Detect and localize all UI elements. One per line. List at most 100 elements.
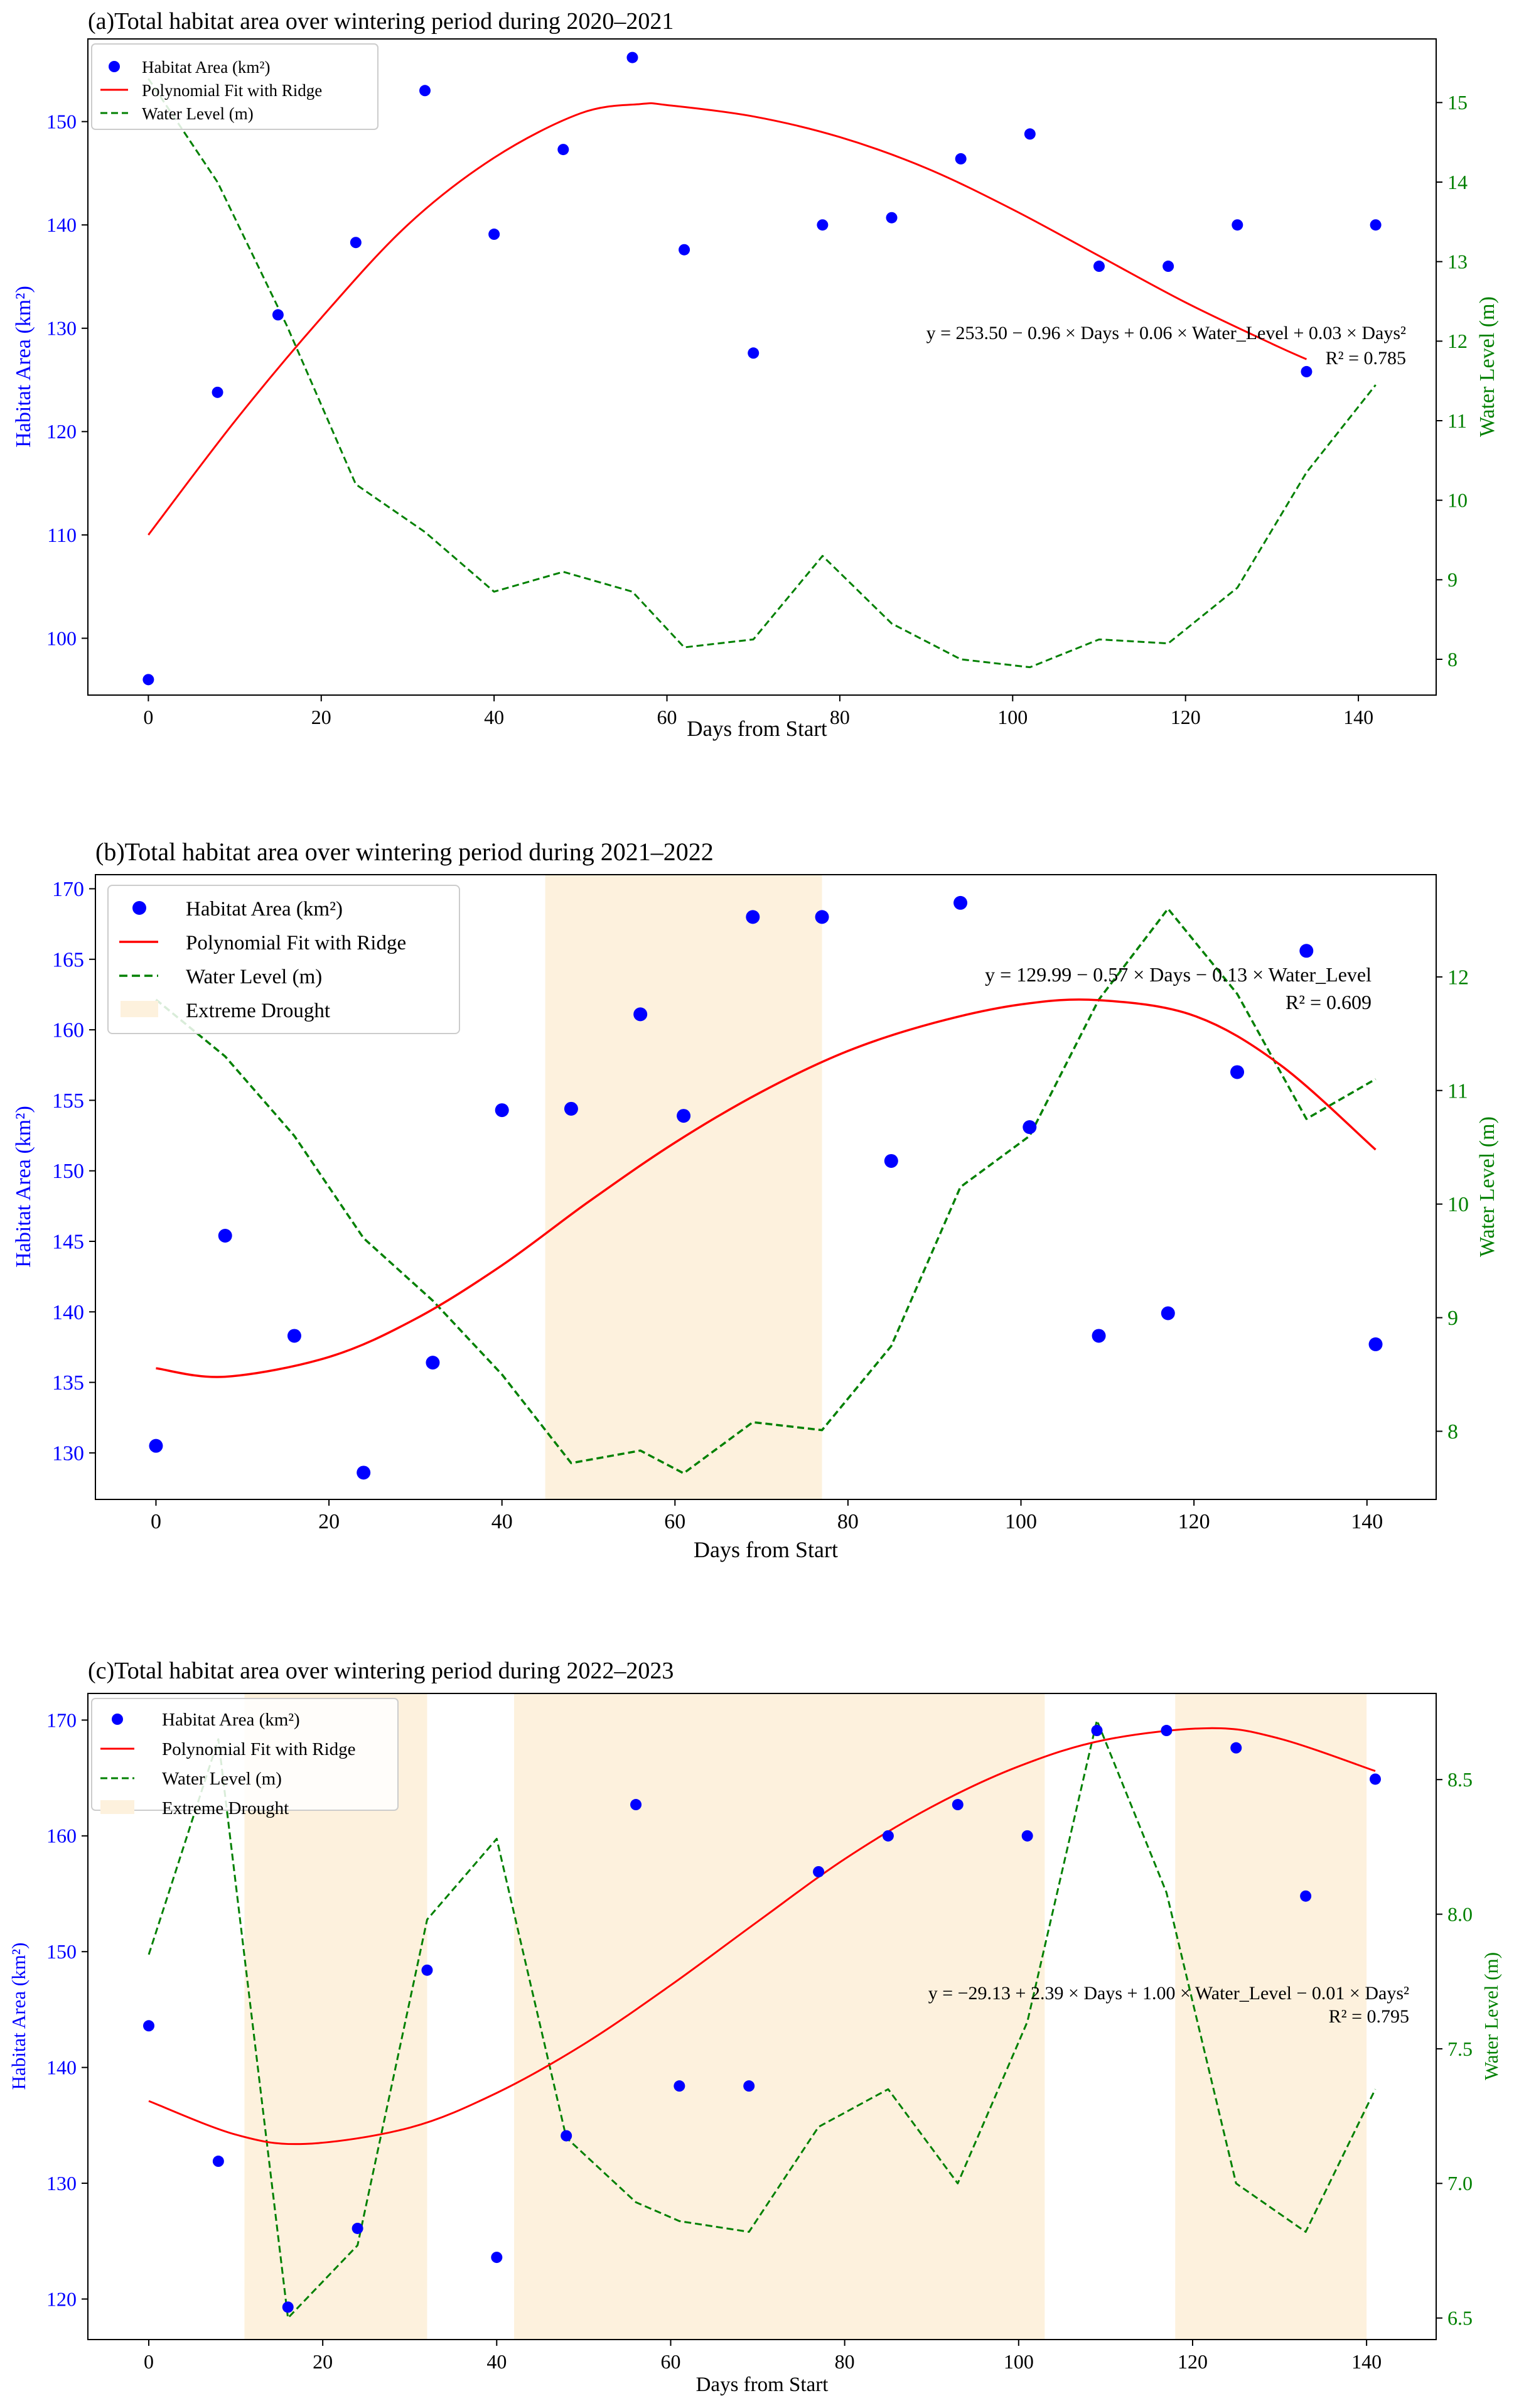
panel-b-habitat-point xyxy=(149,1439,163,1453)
panel-a-habitat-point xyxy=(626,51,638,63)
panel-b-habitat-point xyxy=(495,1103,509,1118)
panel-c-y-tick-label: 130 xyxy=(46,2172,77,2195)
panel-b-habitat-point xyxy=(677,1109,691,1123)
panel-b-habitat-point xyxy=(633,1007,648,1022)
panel-b-habitat-point xyxy=(357,1466,371,1480)
panel-c-habitat-point xyxy=(630,1799,642,1811)
panel-a-x-axis-label: Days from Start xyxy=(687,716,827,741)
panel-b-legend-drought-label: Extreme Drought xyxy=(186,1000,330,1022)
panel-c-habitat-point xyxy=(1161,1725,1173,1737)
panel-c-legend-fit-label: Polynomial Fit with Ridge xyxy=(162,1739,356,1759)
panel-b-y-tick-label: 130 xyxy=(52,1442,84,1465)
panel-c-legend-scatter-swatch xyxy=(112,1714,123,1725)
panel-c-y-tick-label: 120 xyxy=(46,2287,77,2310)
panel-a-r2: R² = 0.785 xyxy=(1326,348,1406,369)
panel-c-habitat-point xyxy=(743,2080,755,2092)
panel-b-x-tick-label: 80 xyxy=(837,1510,859,1533)
panel-b-drought-band-1 xyxy=(545,875,822,1499)
panel-c-y2-axis-label: Water Level (m) xyxy=(1480,1952,1502,2080)
panel-b-y2-axis-label: Water Level (m) xyxy=(1476,1116,1499,1257)
panel-a-habitat-point xyxy=(419,85,431,97)
panel-b-y-tick-label: 140 xyxy=(52,1301,84,1324)
panel-b-habitat-point xyxy=(1092,1329,1106,1343)
panel-c-x-tick-label: 80 xyxy=(835,2350,855,2373)
panel-b-habitat-point xyxy=(1368,1337,1383,1351)
panel-a-x-tick-label: 120 xyxy=(1171,706,1201,728)
panel-c-r2: R² = 0.795 xyxy=(1329,2006,1409,2027)
panel-b-x-tick-label: 0 xyxy=(151,1510,161,1533)
panel-b-habitat-point xyxy=(218,1228,232,1243)
panel-b-drought-layer xyxy=(545,875,822,1499)
panel-a-y-axis-label: Habitat Area (km²) xyxy=(12,286,35,448)
panel-b-title: (b)Total habitat area over wintering per… xyxy=(95,838,714,866)
panel-b-legend-scatter-label: Habitat Area (km²) xyxy=(186,898,343,921)
panel-c-y2-tick-label: 7.0 xyxy=(1447,2172,1473,2195)
panel-b-legend: Habitat Area (km²) Polynomial Fit with R… xyxy=(107,885,460,1034)
panel-c-equation: y = −29.13 + 2.39 × Days + 1.00 × Water_… xyxy=(928,1983,1409,2004)
panel-b-habitat-point xyxy=(884,1153,898,1168)
panel-c-y2-tick-label: 6.5 xyxy=(1447,2307,1473,2330)
panel-a-habitat-point xyxy=(557,144,569,156)
panel-a-legend-box xyxy=(91,43,378,130)
panel-c-y-tick-label: 140 xyxy=(46,2056,77,2079)
panel-b-y2-tick-label: 8 xyxy=(1447,1420,1458,1444)
panel-c-habitat-point xyxy=(212,2156,224,2168)
panel-c-y2-tick-label: 7.5 xyxy=(1447,2038,1473,2060)
panel-b-habitat-point xyxy=(1023,1120,1037,1135)
panel-a-habitat-point xyxy=(272,309,284,321)
panel-b-y2-tick-label: 12 xyxy=(1447,966,1469,989)
panel-b-habitat-point xyxy=(1161,1306,1175,1320)
panel-c-y-axis-label: Habitat Area (km²) xyxy=(8,1943,30,2090)
panel-b-frame xyxy=(95,874,1437,1500)
panel-c-y-tick-label: 170 xyxy=(46,1709,77,1731)
panel-a-y2-tick-label: 8 xyxy=(1447,648,1458,671)
panel-b-x-tick-label: 60 xyxy=(664,1510,685,1533)
panel-a-y2-tick-label: 13 xyxy=(1447,251,1468,273)
panel-a-water-level-line xyxy=(148,78,1377,669)
panel-a-y-tick-label: 150 xyxy=(46,111,77,133)
panel-a-y2-tick-label: 10 xyxy=(1447,489,1468,512)
panel-c-water-level-line xyxy=(148,1719,1377,2319)
panel-a-legend: Habitat Area (km²) Polynomial Fit with R… xyxy=(91,43,378,130)
panel-b-y2-tick-label: 9 xyxy=(1447,1307,1458,1330)
panel-a-y2-tick-label: 14 xyxy=(1447,171,1468,193)
panel-c-habitat-point xyxy=(1091,1725,1103,1737)
panel-c-x-tick-label: 140 xyxy=(1351,2350,1382,2373)
panel-c-habitat-point xyxy=(1230,1742,1242,1754)
panel-a-y-tick-label: 140 xyxy=(46,213,77,236)
panel-b-x-tick-label: 20 xyxy=(318,1510,340,1533)
panel-c-habitat-point xyxy=(952,1799,964,1811)
panel-c-legend-drought-label: Extreme Drought xyxy=(162,1798,289,1818)
panel-c-frame xyxy=(87,1693,1437,2340)
panel-c-habitat-point xyxy=(1300,1890,1312,1902)
panel-c-habitat-point xyxy=(674,2080,685,2092)
panel-a-ticks: 0 20 40 60 80 100 120 140 100 110 120 130 140 150 8 9 10… xyxy=(46,91,1468,728)
panel-a-title: (a)Total habitat area over wintering per… xyxy=(88,8,674,35)
panel-a-habitat-point xyxy=(1301,365,1313,377)
panel-a-habitat-point xyxy=(886,212,898,224)
panel-a-habitat-point xyxy=(748,347,760,359)
panel-a-habitat-point xyxy=(1024,128,1036,140)
panel-c-y2-tick-label: 8.0 xyxy=(1447,1903,1473,1925)
panel-a-habitat-point xyxy=(1232,219,1243,231)
panel-b-y2-tick-label: 11 xyxy=(1447,1079,1468,1103)
panel-c-legend: Habitat Area (km²) Polynomial Fit with R… xyxy=(91,1698,399,1818)
panel-b-habitat-point xyxy=(287,1329,301,1343)
panel-c-x-tick-label: 40 xyxy=(486,2350,507,2373)
panel-a-y2-tick-label: 9 xyxy=(1447,568,1458,591)
panel-c-habitat-point xyxy=(1369,1773,1381,1785)
panel-b-equation: y = 129.99 − 0.57 × Days − 0.13 × Water_… xyxy=(985,963,1372,986)
panel-c: (c)Total habitat area over wintering per… xyxy=(8,1658,1502,2396)
panel-b-y-tick-label: 160 xyxy=(52,1019,84,1042)
panel-a-habitat-point xyxy=(1370,219,1382,231)
panel-b-habitat-point xyxy=(746,910,760,924)
panel-a-polynomial-fit-line xyxy=(148,102,1307,536)
panel-c-legend-drought-swatch xyxy=(100,1800,134,1814)
panel-c-habitat-point xyxy=(143,2020,155,2032)
panel-a-habitat-point xyxy=(488,229,500,240)
panel-b-x-tick-label: 100 xyxy=(1005,1510,1037,1533)
panel-b-y2-tick-label: 10 xyxy=(1447,1193,1469,1216)
panel-b-habitat-point xyxy=(815,910,829,924)
panel-b-r2: R² = 0.609 xyxy=(1286,991,1372,1013)
panel-a-y2-axis-label: Water Level (m) xyxy=(1476,296,1499,437)
